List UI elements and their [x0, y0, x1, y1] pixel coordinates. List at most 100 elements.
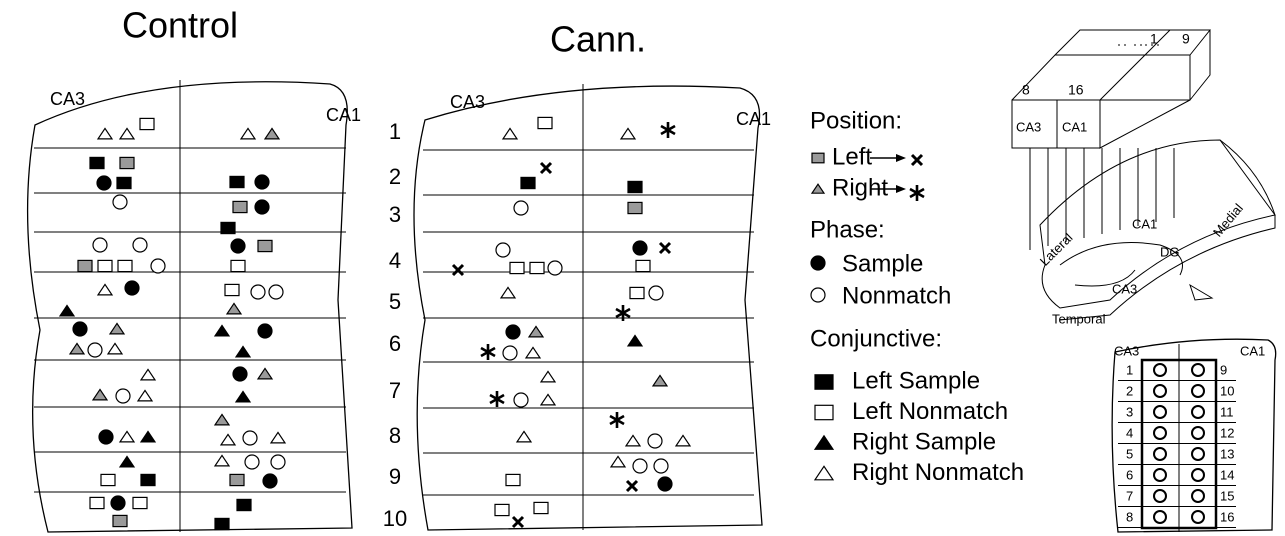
schematic-label: 8 [1022, 82, 1030, 98]
triangle-marker [624, 434, 642, 447]
square-marker [100, 473, 116, 487]
square-marker [214, 517, 230, 531]
grid-label: CA3 [1114, 343, 1139, 358]
circle-marker [230, 238, 246, 254]
legend-item: Left [832, 143, 872, 170]
grid-circle [1153, 426, 1167, 440]
hippo-arc [1059, 242, 1183, 276]
x-marker [625, 479, 639, 493]
row-number: 6 [389, 331, 401, 356]
ca3-label: CA3 [450, 92, 485, 112]
circle-marker [495, 242, 511, 258]
grid-number: 4 [1126, 425, 1133, 440]
triangle-marker [136, 389, 154, 402]
grid-number: 5 [1126, 446, 1133, 461]
panel-title: Cann. [550, 19, 646, 60]
grid-number: 6 [1126, 467, 1133, 482]
triangle-marker [58, 304, 76, 317]
square-marker [529, 261, 545, 275]
grid-number: 14 [1220, 467, 1234, 482]
grid-circle [1191, 468, 1205, 482]
grid-circle [1153, 489, 1167, 503]
triangle-marker [256, 367, 274, 380]
asterisk-marker [909, 185, 925, 201]
triangle-marker [118, 127, 136, 140]
schematic-label: CA1 [1132, 216, 1157, 231]
square-marker [132, 496, 148, 510]
grid-number: 2 [1126, 383, 1133, 398]
legend-item: Left Nonmatch [852, 398, 1008, 425]
dg-wedge [1189, 283, 1214, 301]
grid-number: 3 [1126, 404, 1133, 419]
grid-circle [1153, 363, 1167, 377]
grid-number: 16 [1220, 509, 1234, 524]
legend-heading: Phase: [810, 216, 885, 243]
square-marker [139, 117, 155, 131]
square-marker [537, 116, 553, 130]
ca1-label: CA1 [326, 105, 361, 125]
grid-circle [1153, 405, 1167, 419]
triangle-marker [674, 434, 692, 447]
slab-curve [1219, 139, 1276, 216]
schematic-label: Temporal [1052, 311, 1106, 326]
triangle-marker [118, 430, 136, 443]
triangle-marker [499, 286, 517, 299]
circle-marker [268, 284, 284, 300]
circle-marker [254, 199, 270, 215]
grid-number: 11 [1220, 404, 1234, 419]
box-side [1099, 99, 1191, 149]
triangle-marker [139, 430, 157, 443]
triangle-marker [213, 454, 231, 467]
square-marker [635, 259, 651, 273]
grid-outline [1111, 338, 1277, 533]
x-marker [910, 153, 924, 167]
triangle-marker [68, 342, 86, 355]
grid-label: CA1 [1240, 343, 1265, 358]
triangle-marker [527, 325, 545, 338]
square-marker [119, 156, 135, 170]
triangle-marker [96, 127, 114, 140]
legend-item: Right Nonmatch [852, 459, 1024, 486]
square-marker [509, 261, 525, 275]
box-top [1011, 54, 1191, 101]
square-marker [97, 259, 113, 273]
square-marker [140, 473, 156, 487]
schematic-label: CA3 [1112, 281, 1137, 296]
circle-marker [653, 458, 669, 474]
circle-marker [244, 454, 260, 470]
square-marker [89, 156, 105, 170]
square-marker [229, 473, 245, 487]
x-marker [511, 515, 525, 529]
triangle-marker [106, 342, 124, 355]
triangle-marker [269, 431, 287, 444]
grid-number: 10 [1220, 383, 1234, 398]
x-marker [451, 263, 465, 277]
square-marker [117, 259, 133, 273]
square-marker [627, 180, 643, 194]
square-marker [629, 286, 645, 300]
triangle-marker [810, 183, 826, 194]
square-marker [814, 404, 834, 421]
square-marker [89, 496, 105, 510]
arrow-head [896, 154, 906, 162]
ca1-label: CA1 [736, 109, 771, 129]
row-number: 2 [389, 164, 401, 189]
circle-marker [112, 194, 128, 210]
triangle-marker [501, 127, 519, 140]
circle-marker [270, 454, 286, 470]
circle-marker [132, 237, 148, 253]
square-marker [224, 283, 240, 297]
circle-marker [632, 458, 648, 474]
circle-marker [810, 287, 826, 303]
circle-marker [98, 429, 114, 445]
square-marker [230, 259, 246, 273]
triangle-marker [139, 368, 157, 381]
circle-marker [513, 392, 529, 408]
legend-item: Right [832, 174, 888, 201]
square-marker [232, 200, 248, 214]
square-marker [494, 503, 510, 517]
grid-circle [1191, 510, 1205, 524]
slab-top [1039, 139, 1276, 309]
square-marker [533, 501, 549, 515]
